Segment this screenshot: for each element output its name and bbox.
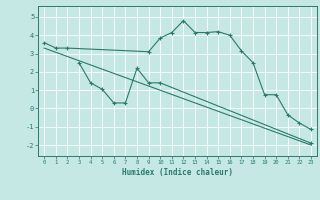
X-axis label: Humidex (Indice chaleur): Humidex (Indice chaleur) [122, 168, 233, 177]
